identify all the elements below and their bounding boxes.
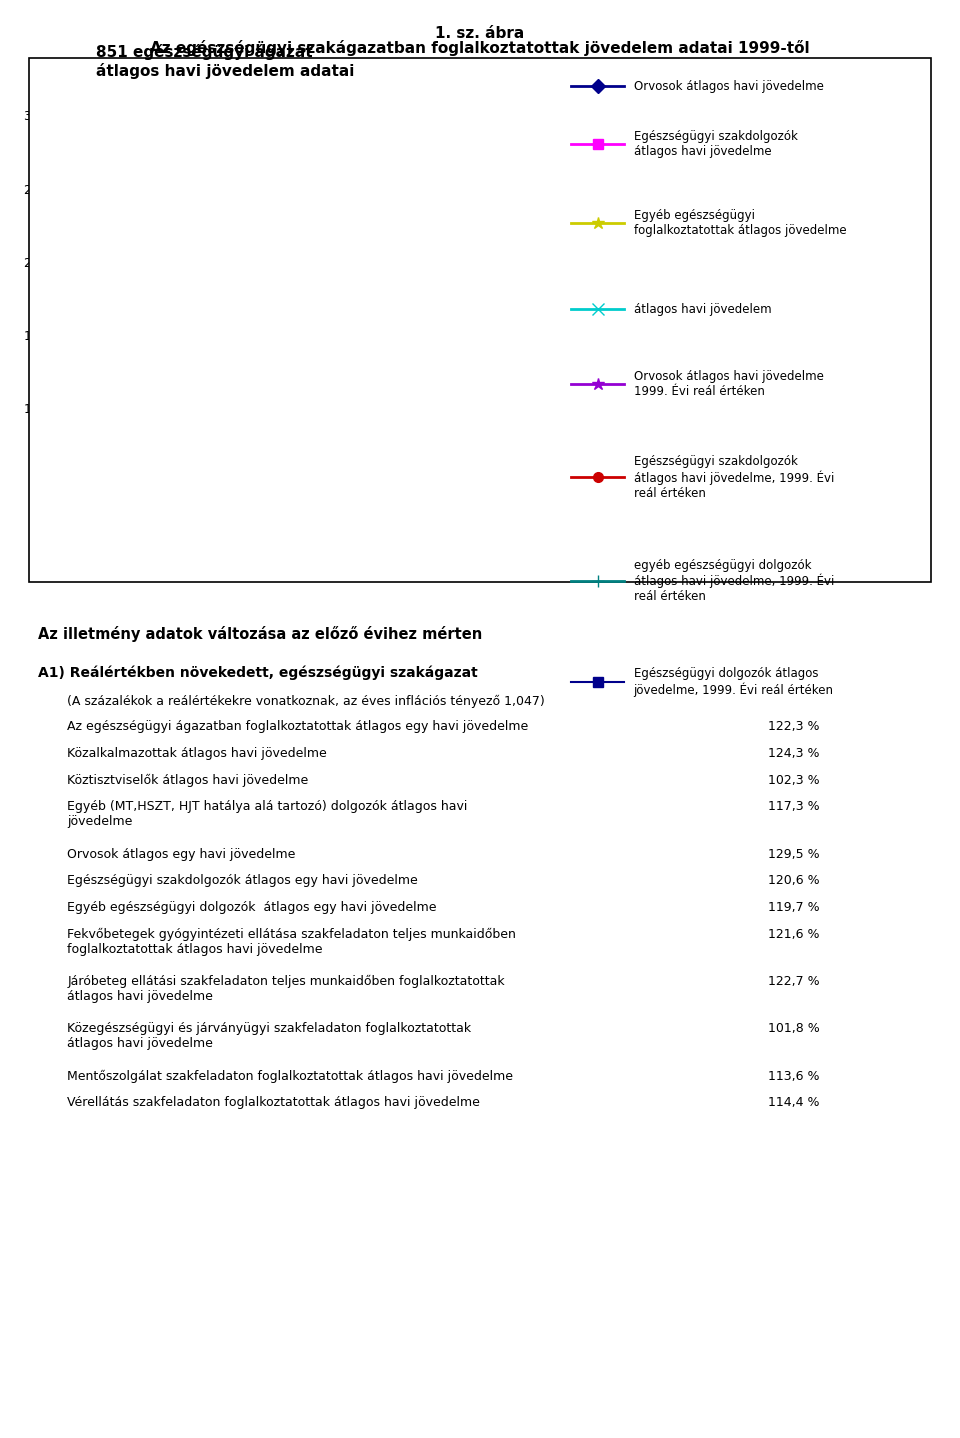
Text: Mentőszolgálat szakfeladaton foglalkoztatottak átlagos havi jövedelme: Mentőszolgálat szakfeladaton foglalkozta… [67, 1070, 514, 1083]
Text: 121,6 %: 121,6 % [768, 928, 820, 940]
Text: A1) Reálértékben növekedett, egészségügyi szakágazat: A1) Reálértékben növekedett, egészségügy… [38, 666, 478, 680]
Text: 102,3 %: 102,3 % [768, 774, 820, 787]
Text: 124,3 %: 124,3 % [768, 748, 820, 761]
Text: 1: 1 [398, 315, 406, 328]
Text: Egészségügyi dolgozók átlagos
jövedelme, 1999. Évi reál értéken: Egészségügyi dolgozók átlagos jövedelme,… [634, 667, 833, 696]
Text: 1. sz. ábra: 1. sz. ábra [436, 26, 524, 40]
Text: Közegészségügyi és járványügyi szakfeladaton foglalkoztatottak
átlagos havi jöve: Közegészségügyi és járványügyi szakfelad… [67, 1022, 471, 1050]
Text: Járóbeteg ellátási szakfeladaton teljes munkaidőben foglalkoztatottak
átlagos ha: Járóbeteg ellátási szakfeladaton teljes … [67, 975, 505, 1004]
Text: Egészségügyi szakdolgozók
átlagos havi jövedelme, 1999. Évi
reál értéken: Egészségügyi szakdolgozók átlagos havi j… [634, 454, 834, 500]
Text: 122,7 %: 122,7 % [768, 975, 820, 988]
Text: egyéb egészségügyi dolgozók
átlagos havi jövedelme, 1999. Évi
reál értéken: egyéb egészségügyi dolgozók átlagos havi… [634, 558, 834, 604]
Text: Egészségügyi szakdolgozók átlagos egy havi jövedelme: Egészségügyi szakdolgozók átlagos egy ha… [67, 874, 418, 887]
Text: 851 egészségügyi ágazat
átlagos havi jövedelem adatai: 851 egészségügyi ágazat átlagos havi jöv… [96, 45, 354, 79]
Text: 129,5 %: 129,5 % [768, 848, 820, 861]
Text: Vérellátás szakfeladaton foglalkoztatottak átlagos havi jövedelme: Vérellátás szakfeladaton foglalkoztatott… [67, 1097, 480, 1110]
Text: 117,3 %: 117,3 % [768, 801, 820, 814]
Text: Orvosok átlagos havi jövedelme: Orvosok átlagos havi jövedelme [634, 79, 824, 93]
Text: 101,8 %: 101,8 % [768, 1022, 820, 1035]
Text: Egyéb (MT,HSZT, HJT hatálya alá tartozó) dolgozók átlagos havi
jövedelme: Egyéb (MT,HSZT, HJT hatálya alá tartozó)… [67, 801, 468, 828]
Text: 120,6 %: 120,6 % [768, 874, 820, 887]
Text: Köztisztviselők átlagos havi jövedelme: Köztisztviselők átlagos havi jövedelme [67, 774, 308, 787]
Text: 119,7 %: 119,7 % [768, 902, 820, 915]
Text: Egészségügyi szakdolgozók
átlagos havi jövedelme: Egészségügyi szakdolgozók átlagos havi j… [634, 129, 798, 158]
Text: átlagos havi jövedelem: átlagos havi jövedelem [634, 302, 771, 316]
Text: Fekvőbetegek gyógyintézeti ellátása szakfeladaton teljes munkaidőben
foglalkozta: Fekvőbetegek gyógyintézeti ellátása szak… [67, 928, 516, 956]
Text: Egyéb egészségügyi
foglalkoztatottak átlagos jövedelme: Egyéb egészségügyi foglalkoztatottak átl… [634, 209, 846, 237]
Text: (A százalékok a reálértékekre vonatkoznak, az éves inflációs tényező 1,047): (A százalékok a reálértékekre vonatkozna… [67, 695, 545, 707]
Text: Az egészségügyi szakágazatban foglalkoztatottak jövedelem adatai 1999-től: Az egészségügyi szakágazatban foglalkozt… [150, 40, 810, 56]
Text: 122,3 %: 122,3 % [768, 720, 820, 733]
Text: Egyéb egészségügyi dolgozók  átlagos egy havi jövedelme: Egyéb egészségügyi dolgozók átlagos egy … [67, 902, 437, 915]
Text: Orvosok átlagos havi jövedelme
1999. Évi reál értéken: Orvosok átlagos havi jövedelme 1999. Évi… [634, 370, 824, 398]
Text: Közalkalmazottak átlagos havi jövedelme: Közalkalmazottak átlagos havi jövedelme [67, 748, 327, 761]
Text: Az egészségügyi ágazatban foglalkoztatottak átlagos egy havi jövedelme: Az egészségügyi ágazatban foglalkoztatot… [67, 720, 528, 733]
Text: 114,4 %: 114,4 % [768, 1097, 820, 1110]
Text: Orvosok átlagos egy havi jövedelme: Orvosok átlagos egy havi jövedelme [67, 848, 296, 861]
Text: Az illetmény adatok változása az előző évihez mérten: Az illetmény adatok változása az előző é… [38, 626, 483, 641]
Text: 113,6 %: 113,6 % [768, 1070, 820, 1083]
